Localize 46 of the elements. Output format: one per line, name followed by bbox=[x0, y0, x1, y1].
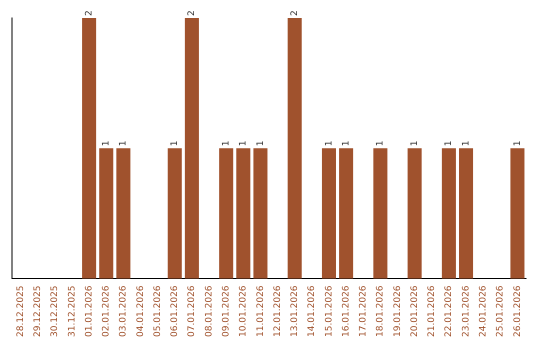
data-label: 1 bbox=[341, 140, 352, 146]
data-label: 1 bbox=[222, 140, 232, 146]
data-label: 1 bbox=[512, 140, 523, 146]
x-tick-label: 10.01.2026 bbox=[238, 285, 249, 337]
x-tick-label: 03.01.2026 bbox=[118, 285, 129, 337]
x-tick-label: 23.01.2026 bbox=[461, 285, 472, 337]
x-tick-label: 31.12.2025 bbox=[67, 285, 78, 337]
data-label: 1 bbox=[238, 140, 249, 146]
x-tick-label: 08.01.2026 bbox=[204, 285, 214, 337]
x-tick-label: 16.01.2026 bbox=[341, 285, 352, 337]
data-label: 1 bbox=[170, 140, 180, 146]
x-tick-label: 11.01.2026 bbox=[256, 285, 266, 337]
x-tick-label: 01.01.2026 bbox=[84, 285, 94, 337]
x-tick-label: 05.01.2026 bbox=[152, 285, 163, 337]
x-tick-label: 07.01.2026 bbox=[187, 285, 198, 337]
x-tick-label: 15.01.2026 bbox=[324, 285, 334, 337]
data-label: 2 bbox=[84, 10, 94, 16]
x-tick-label: 24.01.2026 bbox=[478, 285, 489, 337]
data-label: 1 bbox=[444, 140, 454, 146]
data-label: 1 bbox=[376, 140, 386, 146]
data-label: 2 bbox=[290, 10, 300, 16]
x-tick-label: 17.01.2026 bbox=[358, 285, 369, 337]
x-tick-label: 12.01.2026 bbox=[272, 285, 283, 337]
x-tick-label: 09.01.2026 bbox=[222, 285, 232, 337]
x-tick-label: 04.01.2026 bbox=[136, 285, 146, 337]
x-tick-label: 26.01.2026 bbox=[512, 285, 523, 337]
x-tick-label: 22.01.2026 bbox=[444, 285, 454, 337]
data-label: 2 bbox=[187, 10, 198, 16]
x-tick-label: 14.01.2026 bbox=[307, 285, 318, 337]
x-tick-label: 02.01.2026 bbox=[102, 285, 112, 337]
data-label: 1 bbox=[461, 140, 472, 146]
data-label: 1 bbox=[410, 140, 420, 146]
data-label: 1 bbox=[256, 140, 266, 146]
data-label: 1 bbox=[102, 140, 112, 146]
x-tick-label: 29.12.2025 bbox=[33, 285, 44, 337]
x-tick-label: 06.01.2026 bbox=[170, 285, 180, 337]
x-tick-label: 25.01.2026 bbox=[496, 285, 506, 337]
x-tick-label: 13.01.2026 bbox=[290, 285, 300, 337]
data-label: 1 bbox=[324, 140, 334, 146]
data-label: 1 bbox=[118, 140, 129, 146]
x-tick-label: 30.12.2025 bbox=[50, 285, 60, 337]
x-tick-label: 21.01.2026 bbox=[427, 285, 438, 337]
x-tick-label: 18.01.2026 bbox=[376, 285, 386, 337]
x-tick-label: 20.01.2026 bbox=[410, 285, 420, 337]
x-tick-label: 28.12.2025 bbox=[16, 285, 26, 337]
x-tick-label: 19.01.2026 bbox=[392, 285, 403, 337]
